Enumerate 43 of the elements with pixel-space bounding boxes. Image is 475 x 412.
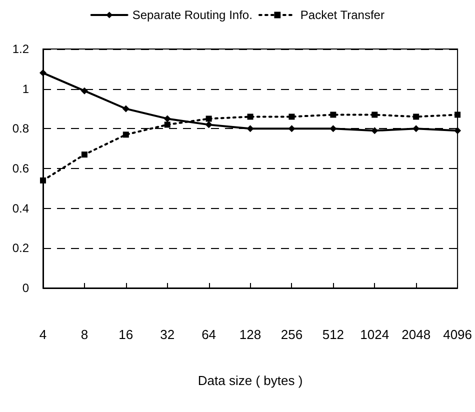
point	[413, 114, 420, 120]
x-tick-label: 16	[118, 327, 134, 342]
point	[40, 69, 46, 76]
point	[372, 112, 378, 118]
point	[164, 115, 171, 122]
point	[40, 177, 46, 184]
y-tick-label: 0	[22, 281, 30, 295]
x-tick-label: 64	[202, 327, 216, 342]
point	[205, 121, 212, 128]
point	[454, 112, 461, 118]
point	[122, 132, 129, 138]
point	[454, 127, 462, 134]
x-tick-label: 4	[39, 327, 47, 342]
x-tick-label: 1024	[360, 327, 390, 342]
point	[371, 127, 378, 134]
x-tick-label: 32	[160, 327, 175, 342]
x-tick-label: 4096	[443, 327, 472, 342]
x-tick-label: 128	[239, 327, 262, 342]
point	[81, 152, 88, 158]
x-tick-label: 2048	[402, 327, 431, 342]
point	[246, 125, 254, 132]
legend-label: Separate Routing Info.	[132, 8, 252, 22]
y-tick-label: 0.8	[12, 122, 30, 136]
y-tick-label: 1.2	[12, 42, 30, 56]
point	[206, 116, 212, 122]
y-tick-label: 0.2	[12, 241, 30, 256]
point	[288, 125, 296, 132]
point	[80, 87, 88, 94]
point	[164, 122, 170, 128]
point	[288, 114, 295, 120]
point	[330, 112, 336, 118]
x-axis-title: Data size ( bytes )	[198, 373, 303, 388]
x-tick-label: 8	[80, 327, 88, 342]
y-tick-label: 1	[22, 82, 30, 96]
x-tick-label: 256	[280, 327, 303, 342]
y-tick-label: 0.4	[12, 201, 30, 216]
y-tick-label: 0.6	[12, 162, 30, 176]
x-tick-label: 512	[322, 327, 344, 342]
point	[412, 125, 420, 132]
point	[247, 114, 254, 120]
point	[122, 105, 130, 112]
legend-label: Packet Transfer	[300, 8, 384, 22]
point	[330, 125, 337, 132]
